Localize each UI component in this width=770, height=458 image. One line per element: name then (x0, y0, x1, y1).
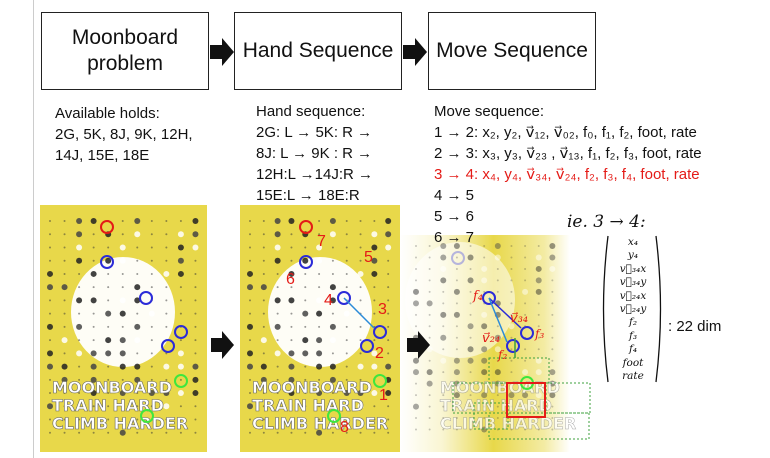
hand-sequence-line: 8J: L → 9K : R → (256, 145, 373, 162)
vector-entry: x₄ (627, 236, 639, 248)
middle-hold-marker (360, 339, 374, 353)
vector-entry: rate (622, 370, 644, 383)
hand-number-label: 2 (375, 345, 384, 362)
move-label: v⃗₂₄ (482, 331, 500, 346)
end-hold-marker (100, 220, 114, 234)
vector-entry: v⃗₂₄y (619, 303, 647, 316)
stage-title-hand: Hand Sequence (242, 38, 394, 62)
middle-hold-marker (506, 339, 520, 353)
board-watermark-text: MOONBOARD (52, 378, 172, 397)
vector-dimension-label: : 22 dim (668, 318, 722, 335)
middle-hold-marker (139, 291, 153, 305)
example-label: ie. 3 → 4: (567, 212, 646, 232)
hand-number-label: 7 (317, 233, 326, 250)
move-sequence-line: 2 → 3: x₃, y₃, v⃗₂₃ , v⃗₁₃, f₁, f₂, f₃, … (434, 145, 702, 162)
middle-hold-marker (520, 326, 534, 340)
move-label: f₃ (534, 327, 544, 341)
middle-hold-marker (482, 291, 496, 305)
vector-entry: f₄ (628, 343, 638, 356)
middle-hold-marker (451, 251, 465, 265)
stage-title-move: Move Sequence (436, 38, 588, 62)
move-label: f₂ (497, 348, 507, 362)
stage-box-hand: Hand Sequence (234, 12, 402, 90)
move-sequence-line: 6 → 7 (434, 229, 475, 246)
target-region-box (506, 382, 546, 418)
move-arrow (343, 297, 375, 329)
flow-arrow-icon (211, 331, 234, 359)
start-hold-marker (327, 409, 341, 423)
hand-number-label: 3 (378, 301, 387, 318)
middle-hold-marker (373, 325, 387, 339)
board-watermark-text: CLIMB HARDER (52, 414, 188, 433)
available-holds-line: 2G, 5K, 8J, 9K, 12H, (55, 126, 193, 143)
start-hold-marker (174, 374, 188, 388)
flow-arrow-icon (407, 331, 430, 359)
vector-entry: f₃ (628, 329, 638, 342)
board-watermark-text: MOONBOARD (252, 378, 372, 397)
vector-entry: v⃗₃₄x (619, 262, 647, 275)
middle-hold-marker (299, 255, 313, 269)
flow-arrow-icon (210, 38, 234, 66)
hand-number-label: 5 (364, 249, 373, 266)
vector-entry: v⃗₃₄y (619, 276, 647, 289)
middle-hold-marker (337, 291, 351, 305)
vector-entry: v⃗₂₄x (619, 289, 647, 302)
foot-region-box (473, 402, 509, 430)
end-hold-marker (299, 220, 313, 234)
board-hand: MOONBOARD TRAIN HARD CLIMB HARDER 1 2 3 … (247, 218, 392, 436)
move-sequence-line: 3 → 4: x₄, y₄, v⃗₃₄, v⃗₂₄, f₂, f₃, f₄, f… (434, 166, 700, 183)
middle-hold-marker (161, 339, 175, 353)
stage-box-problem: Moonboard problem (41, 12, 209, 90)
foot-region-box (488, 412, 590, 440)
move-sequence-line: 1 → 2: x₂, y₂, v⃗₁₂, v⃗₀₂, f₀, f₁, f₂, f… (434, 124, 697, 141)
hand-number-label: 4 (324, 292, 333, 309)
hand-sequence-heading: Hand sequence: (256, 103, 366, 120)
middle-hold-marker (100, 255, 114, 269)
feature-vector: x₄ y₄ v⃗₃₄x v⃗₃₄y v⃗₂₄x v⃗₂₄y f₂ f₃ f₄ foot rate (610, 236, 656, 383)
figure-frame (33, 0, 770, 458)
start-hold-marker (140, 409, 154, 423)
hand-sequence-line: 15E:L → 18E:R (256, 187, 360, 204)
move-sequence-heading: Move sequence: (434, 103, 545, 120)
move-vector-24 (488, 297, 508, 343)
foot-region-box (488, 357, 550, 384)
vector-entry: f₂ (628, 316, 638, 329)
available-holds-line: 14J, 15E, 18E (55, 147, 150, 164)
move-vector-34 (488, 297, 522, 329)
vector-left-paren (602, 235, 609, 383)
vector-right-paren (655, 235, 662, 383)
stage-box-move: Move Sequence (428, 12, 596, 90)
board-watermark-text: TRAIN HARD (440, 396, 552, 415)
middle-hold-marker (174, 325, 188, 339)
board-watermark-text: TRAIN HARD (52, 396, 164, 415)
board-watermark-text: TRAIN HARD (252, 396, 364, 415)
stage-title-problem: Moonboard problem (71, 25, 179, 75)
move-label: f₄ (472, 289, 483, 304)
flow-arrow-icon (403, 38, 427, 66)
hand-sequence-line: 2G: L → 5K: R → (256, 124, 373, 141)
start-hold-marker (373, 374, 387, 388)
hand-number-label: 1 (379, 387, 388, 404)
move-label: v⃗₃₄ (510, 311, 528, 326)
available-holds-heading: Available holds: (55, 105, 160, 122)
vector-entry: y₄ (627, 249, 639, 262)
board-watermark-text: MOONBOARD (440, 378, 560, 397)
hand-number-label: 6 (286, 271, 295, 288)
board-watermark-text: CLIMB HARDER (252, 414, 388, 433)
move-sequence-line: 5 → 6 (434, 208, 475, 225)
hand-sequence-line: 12H:L →14J:R → (256, 166, 373, 183)
board-move: MOONBOARD TRAIN HARD CLIMB HARDER f₄ v⃗₃… (405, 242, 591, 440)
move-sequence-line: 4 → 5 (434, 187, 475, 204)
hand-number-label: 8 (340, 419, 349, 436)
vector-entry: foot (622, 356, 644, 369)
board-problem: MOONBOARD TRAIN HARD CLIMB HARDER (47, 218, 199, 436)
